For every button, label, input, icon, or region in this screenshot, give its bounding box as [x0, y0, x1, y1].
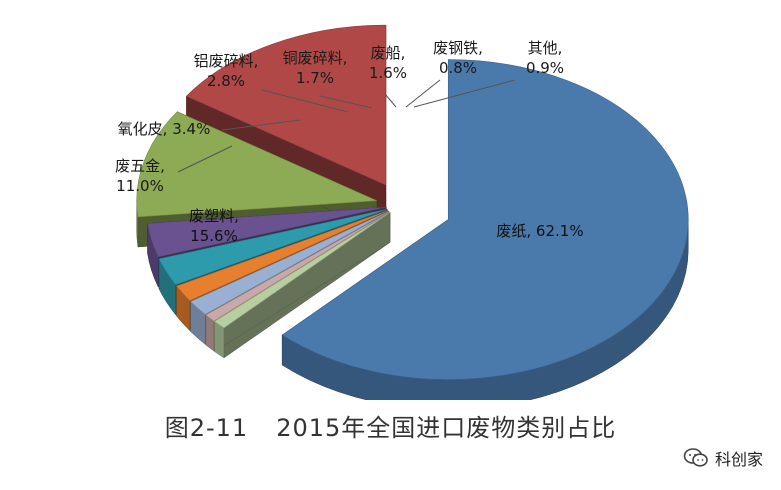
slice-labels: 废纸, 62.1% 其他, 0.9% 废钢铁, 0.8% 废船, 1.6% 铜废碎料, 1.7%… [115, 39, 583, 245]
pie-slice-其他 [213, 212, 391, 329]
pie-chart: 废纸, 62.1% 其他, 0.9% 废钢铁, 0.8% 废船, 1.6% 铜废碎料, 1.7%… [115, 24, 689, 400]
chat-bubble-logo-icon [683, 448, 708, 467]
data-label-氧化皮: 氧化皮, 3.4% [118, 120, 211, 138]
leader-line-废船 [384, 93, 397, 108]
caption-title: 2015年全国进口废物类别占比 [276, 414, 617, 442]
pie-slice-tops [136, 24, 689, 380]
pie-slice-铜废碎料 [176, 210, 389, 302]
data-label-废船: 废船, 1.6% [369, 44, 407, 82]
leader-line-废钢铁 [405, 79, 441, 108]
data-label-铜废碎料: 铜废碎料, 1.7% [283, 49, 348, 87]
leader-line-氧化皮 [221, 119, 301, 131]
caption-number: 图2-11 [164, 414, 249, 442]
label-leader-lines [177, 79, 516, 173]
pie-slice-氧化皮 [147, 206, 387, 258]
pie-slice-废塑料 [185, 24, 387, 186]
leader-line-其他 [413, 79, 516, 108]
data-label-废塑料: 废塑料, 15.6% [189, 207, 239, 245]
leader-line-铝废碎料 [261, 89, 349, 113]
data-label-铝废碎料: 铝废碎料, 2.8% [194, 52, 259, 90]
leader-line-废五金 [177, 145, 233, 173]
data-label-其他: 其他, 0.9% [526, 39, 564, 77]
data-label-废钢铁: 废钢铁, 0.8% [433, 39, 483, 77]
data-label-废纸: 废纸, 62.1% [496, 222, 583, 240]
leader-line-铜废碎料 [319, 95, 373, 109]
watermark: 科创家 [683, 446, 763, 470]
pie-slice-废钢铁 [205, 211, 390, 322]
pie-slice-废纸 [281, 59, 689, 380]
data-label-废五金: 废五金, 11.0% [115, 157, 165, 195]
figure-caption: 图2-11 2015年全国进口废物类别占比 [0, 408, 781, 443]
watermark-text: 科创家 [714, 450, 763, 469]
pie-slice-废船 [190, 211, 389, 315]
pie-slice-废五金 [136, 111, 377, 218]
pie-slice-铝废碎料 [158, 208, 388, 286]
